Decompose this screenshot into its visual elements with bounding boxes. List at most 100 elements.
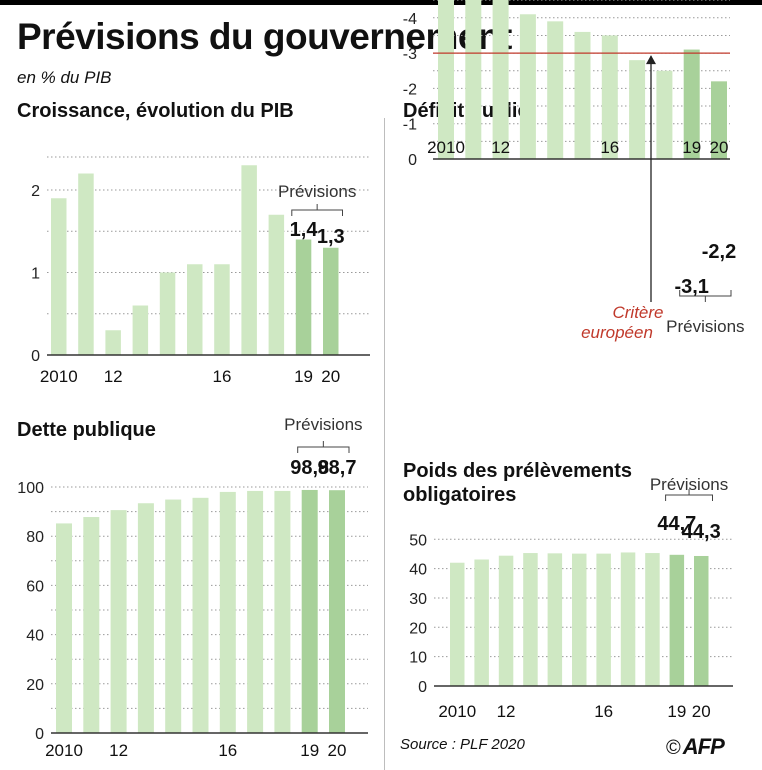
x-tick-label-dette: 20 bbox=[328, 741, 347, 760]
forecast-bracket-deficit bbox=[679, 290, 732, 302]
bar-dette-2018 bbox=[274, 490, 291, 733]
x-tick-label-deficit: 19 bbox=[682, 138, 701, 157]
forecast-label-prelevements: Prévisions bbox=[650, 475, 728, 494]
bar-dette-2017 bbox=[247, 490, 264, 733]
y-tick-label-deficit: -2 bbox=[403, 81, 417, 98]
bar-prelevements-2017 bbox=[620, 552, 636, 686]
x-tick-label-dette: 19 bbox=[300, 741, 319, 760]
x-tick-label-croissance: 16 bbox=[212, 367, 231, 386]
top-rule bbox=[0, 0, 762, 5]
x-tick-label-deficit: 12 bbox=[491, 138, 510, 157]
x-tick-label-prelevements: 16 bbox=[594, 702, 613, 721]
bar-deficit-2010 bbox=[438, 0, 454, 160]
chart-title-dette: Dette publique bbox=[17, 419, 156, 441]
x-tick-label-deficit: 2010 bbox=[427, 138, 465, 157]
bar-prelevements-2014 bbox=[547, 553, 563, 686]
y-tick-label-prelevements: 30 bbox=[409, 591, 427, 608]
x-tick-label-croissance: 12 bbox=[104, 367, 123, 386]
bar-dette-2013 bbox=[137, 503, 154, 733]
bar-prelevements-2012 bbox=[498, 555, 514, 686]
bar-croissance-2014 bbox=[159, 272, 176, 355]
criterion-arrowhead bbox=[646, 55, 656, 65]
bar-deficit-2017 bbox=[629, 60, 646, 159]
y-tick-label-deficit: -4 bbox=[403, 11, 417, 28]
y-tick-label-deficit: -1 bbox=[403, 117, 417, 134]
x-tick-label-dette: 16 bbox=[218, 741, 237, 760]
data-label-deficit-2019: -3,1 bbox=[674, 276, 708, 298]
bar-dette-2015 bbox=[192, 497, 209, 733]
y-tick-label-dette: 100 bbox=[17, 480, 44, 497]
bar-croissance-2010 bbox=[51, 198, 67, 355]
data-label-prelevements-2019: 44,7 bbox=[657, 513, 696, 535]
bar-dette-2012 bbox=[110, 510, 127, 733]
page-subtitle: en % du PIB bbox=[17, 68, 112, 87]
x-tick-label-croissance: 2010 bbox=[40, 367, 78, 386]
x-tick-label-prelevements: 20 bbox=[692, 702, 711, 721]
y-tick-label-prelevements: 40 bbox=[409, 562, 427, 579]
y-tick-label-deficit: 0 bbox=[408, 152, 417, 169]
y-tick-label-croissance: 2 bbox=[31, 183, 40, 200]
bar-deficit-2019 bbox=[683, 49, 700, 159]
criterion-label-line2: européen bbox=[581, 323, 653, 342]
bar-prelevements-2013 bbox=[523, 553, 538, 686]
bar-deficit-2014 bbox=[547, 21, 564, 159]
chart-title-prelevements-line1: Poids des prélèvements bbox=[403, 460, 632, 482]
afp-brand: AFP bbox=[682, 734, 725, 759]
y-tick-label-prelevements: 50 bbox=[409, 532, 427, 549]
forecast-label-croissance: Prévisions bbox=[278, 182, 356, 201]
bar-deficit-2013 bbox=[519, 14, 536, 159]
x-tick-label-deficit: 20 bbox=[710, 138, 729, 157]
bar-deficit-2018 bbox=[656, 70, 673, 159]
y-tick-label-deficit: -3 bbox=[403, 46, 417, 63]
data-label-dette-2020: 98,7 bbox=[318, 457, 357, 479]
bar-croissance-2015 bbox=[187, 264, 203, 355]
bar-croissance-2020 bbox=[323, 247, 339, 355]
x-tick-label-deficit: 16 bbox=[600, 138, 619, 157]
bar-dette-2019 bbox=[301, 489, 318, 733]
bar-prelevements-2016 bbox=[596, 553, 611, 686]
y-tick-label-croissance: 0 bbox=[31, 348, 40, 365]
y-tick-label-dette: 0 bbox=[35, 726, 44, 743]
data-label-dette-2019: 98,8 bbox=[290, 457, 329, 479]
bar-dette-2010 bbox=[56, 523, 72, 733]
bar-croissance-2016 bbox=[214, 264, 230, 355]
bar-prelevements-2015 bbox=[572, 553, 587, 686]
x-tick-label-prelevements: 19 bbox=[667, 702, 686, 721]
y-tick-label-dette: 40 bbox=[26, 628, 44, 645]
bar-prelevements-2020 bbox=[694, 555, 709, 686]
bar-dette-2016 bbox=[219, 491, 236, 733]
forecast-bracket-prelevements bbox=[665, 489, 713, 501]
y-tick-label-croissance: 1 bbox=[31, 266, 40, 283]
x-tick-label-prelevements: 12 bbox=[497, 702, 516, 721]
bar-dette-2014 bbox=[165, 499, 182, 733]
bar-dette-2011 bbox=[83, 517, 100, 733]
forecast-label-deficit: Prévisions bbox=[666, 317, 744, 336]
criterion-label-line1: Critère bbox=[612, 303, 663, 322]
bar-deficit-2012 bbox=[492, 0, 509, 159]
y-tick-label-dette: 80 bbox=[26, 529, 44, 546]
x-tick-label-croissance: 20 bbox=[321, 367, 340, 386]
x-tick-label-prelevements: 2010 bbox=[438, 702, 476, 721]
x-tick-label-croissance: 19 bbox=[294, 367, 313, 386]
bar-prelevements-2011 bbox=[474, 559, 489, 686]
bar-croissance-2019 bbox=[295, 239, 312, 355]
y-tick-label-prelevements: 0 bbox=[418, 679, 427, 696]
chart-title-croissance: Croissance, évolution du PIB bbox=[17, 100, 294, 122]
afp-logo: ©AFP bbox=[666, 734, 725, 760]
bar-deficit-2020 bbox=[711, 81, 727, 159]
bar-croissance-2017 bbox=[241, 165, 257, 355]
bar-deficit-2015 bbox=[574, 31, 591, 160]
chart-title-prelevements-line2: obligatoires bbox=[403, 484, 517, 506]
bar-prelevements-2019 bbox=[669, 554, 685, 686]
bar-deficit-2011 bbox=[465, 0, 482, 159]
data-label-prelevements-2020: 44,3 bbox=[682, 521, 721, 543]
bar-croissance-2012 bbox=[105, 330, 121, 355]
bar-croissance-2013 bbox=[132, 305, 149, 355]
bar-prelevements-2010 bbox=[450, 562, 465, 686]
bar-deficit-2016 bbox=[601, 35, 618, 160]
x-tick-label-dette: 2010 bbox=[45, 741, 83, 760]
x-tick-label-dette: 12 bbox=[109, 741, 128, 760]
forecast-bracket-dette bbox=[297, 441, 350, 453]
y-tick-label-prelevements: 20 bbox=[409, 620, 427, 637]
